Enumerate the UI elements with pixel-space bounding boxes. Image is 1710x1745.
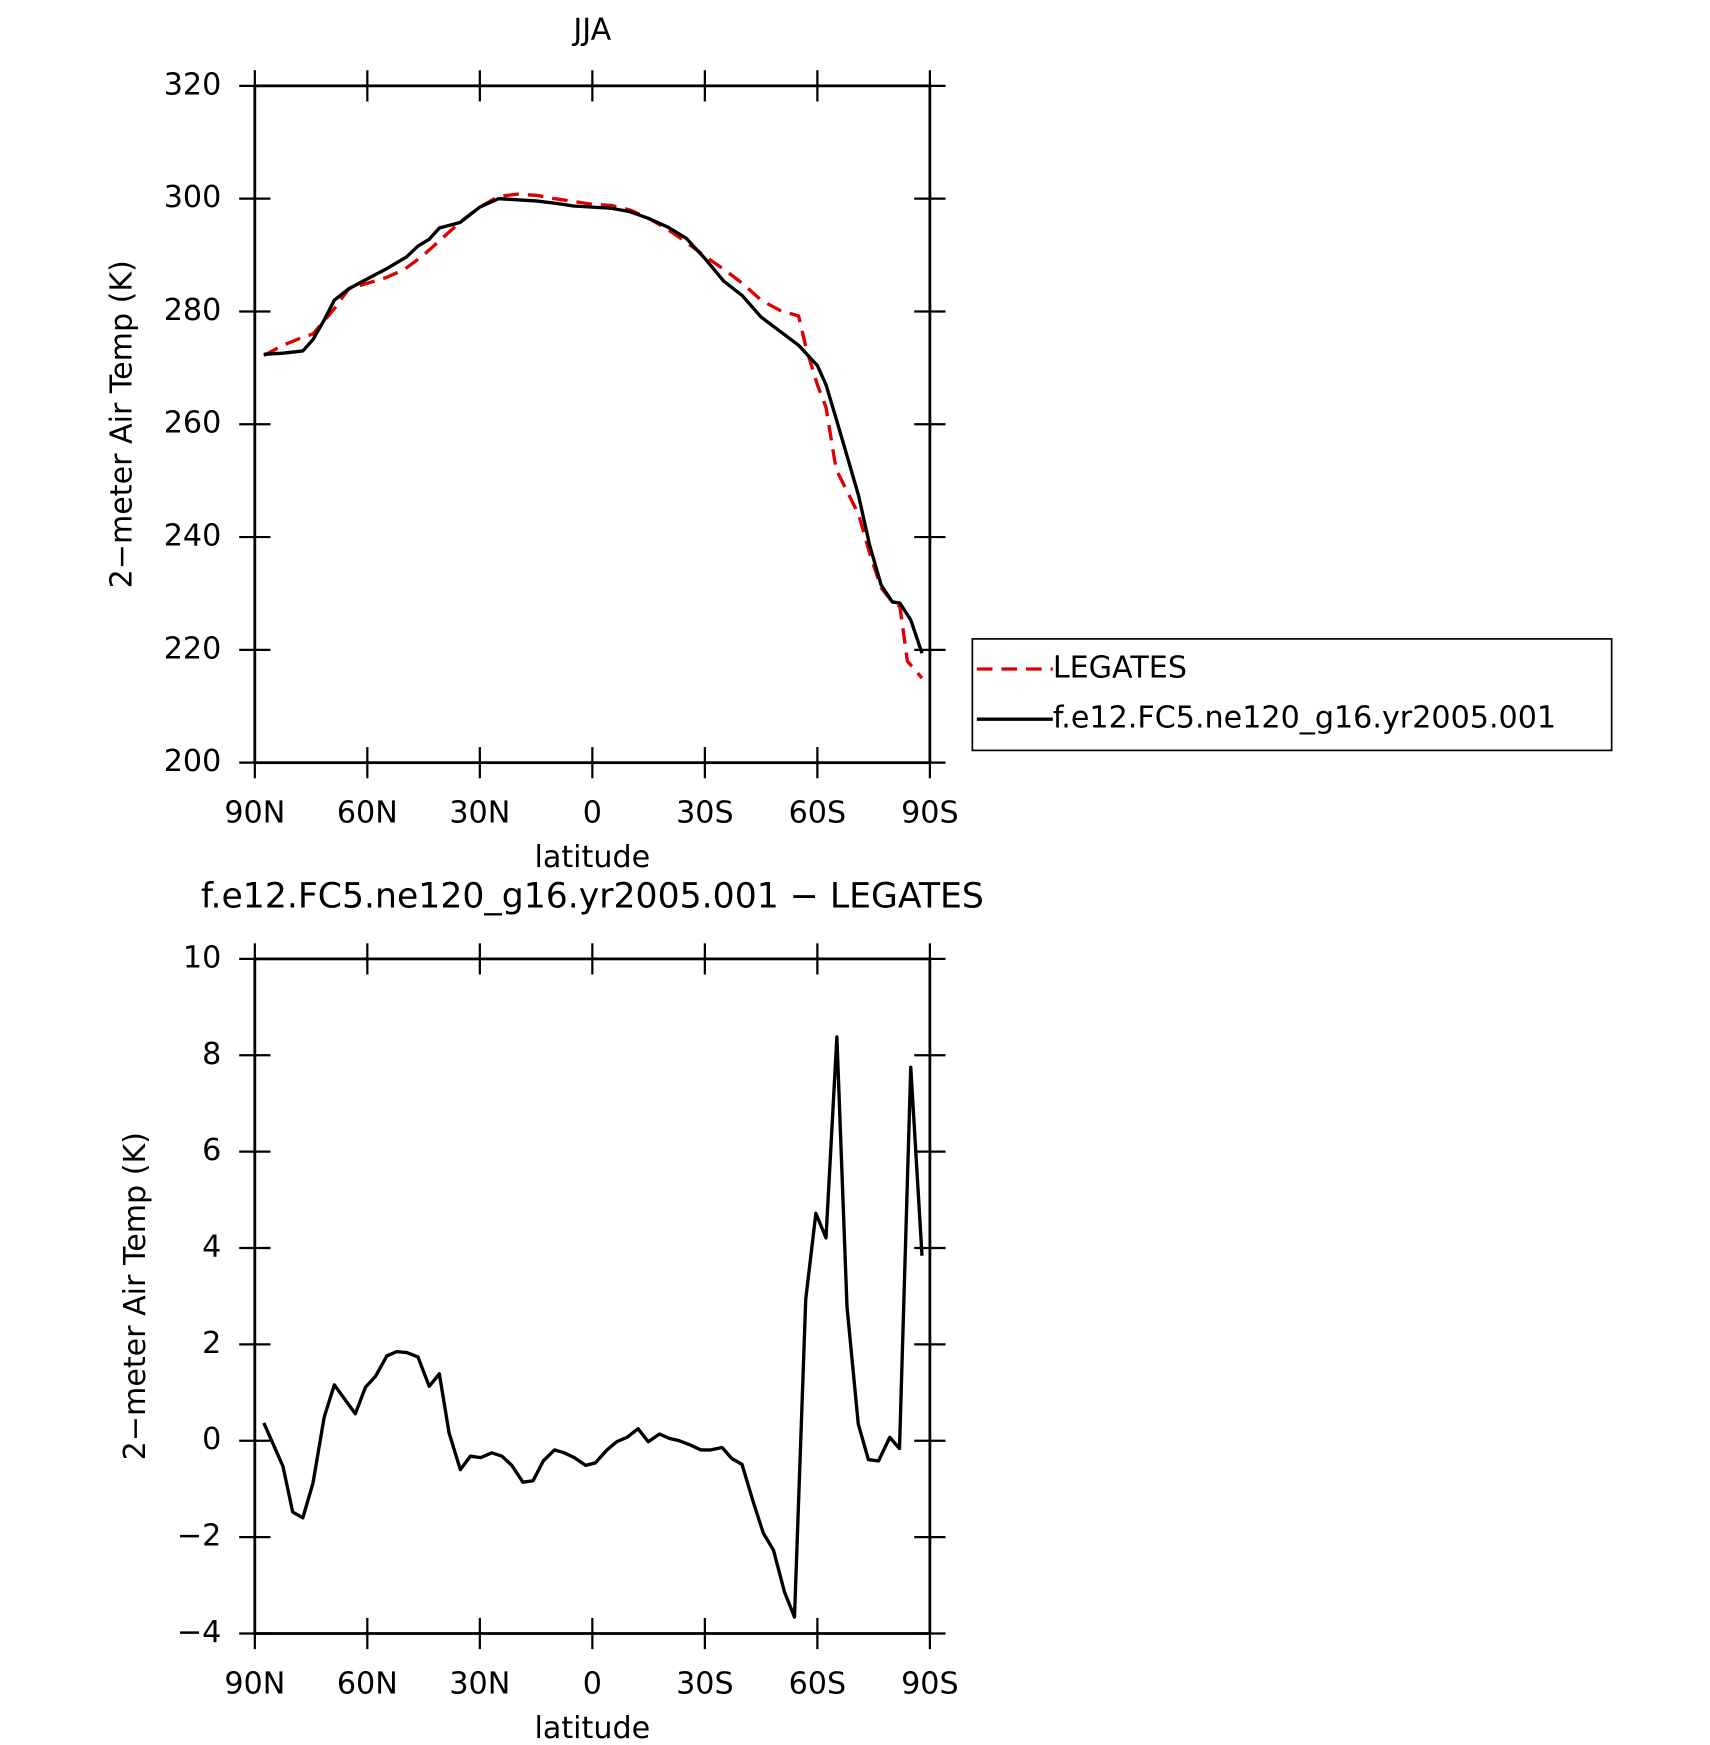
data-line: [263, 196, 924, 654]
x-tick-label: 90S: [901, 795, 959, 830]
legend-label: f.e12.FC5.ne120_g16.yr2005.001: [1053, 701, 1556, 736]
x-tick-label: 90N: [224, 795, 285, 830]
x-tick-label: 0: [583, 1666, 602, 1701]
x-tick-label: 60S: [789, 1666, 847, 1701]
x-tick-label: 30S: [676, 1666, 734, 1701]
y-tick-label: −4: [177, 1615, 221, 1650]
x-axis-label: latitude: [534, 840, 650, 875]
y-tick-label: 280: [164, 293, 222, 328]
plot-frame: [253, 957, 932, 1635]
y-tick-label: 0: [202, 1422, 221, 1457]
legend-box: [971, 638, 1613, 752]
y-tick-label: 10: [183, 940, 221, 975]
x-tick-label: 30N: [449, 1666, 510, 1701]
y-axis-label: 2−meter Air Temp (K): [118, 1132, 153, 1460]
x-tick-label: 90S: [901, 1666, 959, 1701]
x-tick-label: 60N: [337, 1666, 398, 1701]
y-tick-label: 320: [164, 67, 222, 102]
y-tick-label: 240: [164, 519, 222, 554]
y-tick-label: 260: [164, 406, 222, 441]
data-line: [262, 1035, 924, 1619]
y-tick-label: 4: [202, 1230, 221, 1265]
x-tick-label: 0: [583, 795, 602, 830]
y-tick-label: 8: [202, 1037, 221, 1072]
y-tick-label: 300: [164, 180, 222, 215]
y-axis-label: 2−meter Air Temp (K): [104, 260, 139, 588]
chart-title: f.e12.FC5.ne120_g16.yr2005.001 − LEGATES: [201, 877, 984, 917]
y-tick-label: 2: [202, 1326, 221, 1361]
x-tick-label: 60S: [789, 795, 847, 830]
y-tick-label: 200: [164, 744, 222, 779]
x-tick-label: 30N: [449, 795, 510, 830]
x-tick-label: 60N: [337, 795, 398, 830]
y-tick-label: 6: [202, 1133, 221, 1168]
chart-title: JJA: [571, 13, 611, 48]
x-tick-label: 90N: [224, 1666, 285, 1701]
x-axis-label: latitude: [534, 1711, 650, 1745]
y-tick-label: −2: [177, 1519, 221, 1554]
legend-label: LEGATES: [1053, 651, 1187, 686]
x-tick-label: 30S: [676, 795, 734, 830]
data-line: [263, 192, 924, 680]
y-tick-label: 220: [164, 631, 222, 666]
plot-frame: [253, 84, 932, 765]
